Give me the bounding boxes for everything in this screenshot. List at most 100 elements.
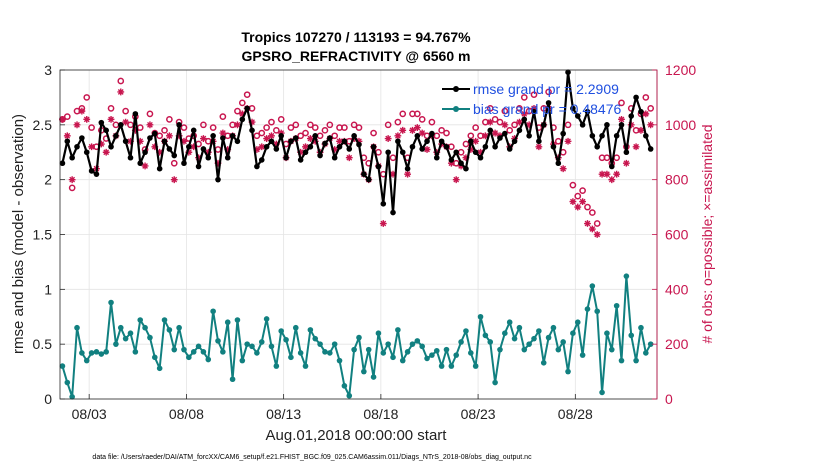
rmse-point bbox=[424, 138, 430, 145]
bias-point bbox=[166, 327, 173, 333]
rmse-point bbox=[565, 69, 571, 75]
rmse-point bbox=[472, 149, 479, 156]
y2-tick-label: 200 bbox=[665, 336, 689, 352]
bias-point bbox=[584, 306, 591, 312]
bias-point bbox=[618, 357, 625, 364]
obs-assimilated-marker bbox=[253, 146, 261, 153]
obs-assimilated-marker bbox=[258, 143, 266, 151]
obs-assimilated-marker bbox=[394, 132, 402, 140]
obs-possible-marker bbox=[370, 129, 377, 137]
rmse-point bbox=[380, 200, 387, 207]
rmse-point bbox=[375, 163, 382, 170]
rmse-point bbox=[302, 149, 309, 156]
bias-point bbox=[531, 335, 537, 342]
bias-point bbox=[433, 347, 440, 354]
rmse-point bbox=[239, 116, 246, 123]
obs-possible-marker bbox=[520, 94, 528, 101]
bias-point bbox=[195, 343, 202, 350]
bias-point bbox=[579, 352, 586, 358]
bias-point bbox=[317, 341, 323, 347]
obs-assimilated-marker bbox=[185, 148, 193, 156]
obs-assimilated-marker bbox=[88, 143, 96, 151]
bias-point bbox=[302, 363, 309, 369]
obs-assimilated-marker bbox=[423, 146, 431, 153]
rmse-point bbox=[215, 176, 221, 183]
bias-point bbox=[560, 339, 566, 345]
rmse-point bbox=[292, 135, 299, 141]
rmse-point bbox=[288, 138, 294, 145]
obs-assimilated-marker bbox=[63, 132, 71, 140]
rmse-point bbox=[132, 111, 139, 117]
rmse-point bbox=[263, 143, 270, 150]
y-tick-label: 0.5 bbox=[33, 336, 53, 352]
rmse-point bbox=[229, 133, 236, 139]
obs-assimilated-marker bbox=[97, 140, 105, 148]
obs-assimilated-marker bbox=[156, 148, 164, 156]
rmse-point bbox=[506, 146, 513, 152]
obs-assimilated-marker bbox=[574, 203, 582, 211]
bias-point bbox=[399, 357, 406, 364]
obs-assimilated-marker bbox=[311, 137, 319, 145]
rmse-point bbox=[161, 138, 168, 145]
bias-point bbox=[69, 394, 75, 400]
obs-possible-marker bbox=[122, 107, 129, 115]
bias-point bbox=[244, 341, 250, 347]
obs-assimilated-marker bbox=[491, 129, 499, 137]
rmse-point bbox=[536, 138, 542, 145]
obs-possible-marker bbox=[501, 107, 509, 115]
bias-point bbox=[419, 343, 425, 350]
y-tick-label: 1.5 bbox=[33, 227, 53, 243]
rmse-point bbox=[273, 146, 280, 152]
bias-point bbox=[463, 328, 469, 334]
bias-point bbox=[638, 324, 644, 331]
obs-assimilated-marker bbox=[83, 115, 91, 123]
rmse-point bbox=[346, 146, 353, 152]
legend-rmse-marker bbox=[453, 86, 459, 92]
rmse-point bbox=[419, 146, 425, 152]
bias-point bbox=[83, 357, 90, 364]
rmse-point bbox=[297, 157, 304, 163]
bias-point bbox=[205, 356, 212, 363]
obs-possible-marker bbox=[238, 99, 246, 107]
rmse-point bbox=[492, 143, 498, 150]
bias-point bbox=[628, 332, 635, 339]
bias-point bbox=[273, 363, 280, 369]
rmse-point bbox=[79, 135, 85, 141]
rmse-point bbox=[74, 143, 80, 150]
rmse-point bbox=[409, 143, 416, 150]
bias-point bbox=[156, 365, 163, 372]
bias-point bbox=[181, 346, 187, 353]
obs-possible-marker bbox=[516, 105, 523, 112]
obs-assimilated-marker bbox=[608, 176, 616, 184]
bias-point bbox=[249, 343, 255, 350]
obs-possible-marker bbox=[486, 105, 494, 112]
bias-point bbox=[263, 316, 270, 322]
rmse-point bbox=[589, 133, 596, 139]
bias-point bbox=[487, 339, 494, 345]
rmse-point bbox=[156, 165, 163, 172]
rmse-point bbox=[638, 108, 644, 115]
bias-point bbox=[268, 343, 275, 350]
rmse-point bbox=[64, 138, 71, 145]
rmse-point bbox=[88, 168, 95, 174]
bias-point bbox=[103, 349, 109, 355]
bias-point bbox=[59, 363, 66, 369]
chart-title-line2: GPSRO_REFRACTIVITY @ 6560 m bbox=[242, 48, 471, 64]
obs-possible-marker bbox=[569, 181, 577, 189]
rmse-point bbox=[341, 138, 348, 145]
obs-assimilated-marker bbox=[146, 121, 154, 129]
bias-point bbox=[297, 350, 304, 356]
x-tick-label: 08/28 bbox=[558, 406, 593, 422]
y-tick-label: 1 bbox=[44, 281, 52, 297]
rmse-point bbox=[103, 127, 109, 134]
obs-assimilated-marker bbox=[472, 137, 480, 145]
rmse-point bbox=[613, 133, 620, 139]
bias-point bbox=[258, 339, 265, 345]
bias-point bbox=[171, 346, 178, 353]
bias-point bbox=[312, 335, 319, 342]
bias-point bbox=[458, 339, 464, 345]
bias-point bbox=[424, 355, 430, 362]
bias-point bbox=[613, 302, 620, 309]
rmse-point bbox=[521, 116, 528, 123]
obs-possible-marker bbox=[588, 209, 596, 216]
